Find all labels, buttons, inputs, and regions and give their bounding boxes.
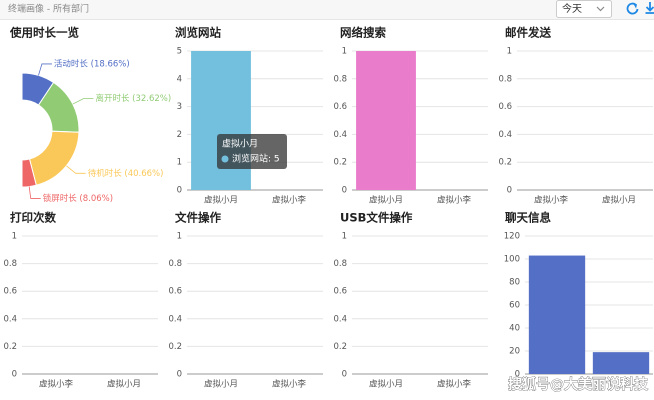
y-tick-label: 20 (509, 347, 520, 357)
y-tick-label: 100 (504, 255, 520, 265)
y-tick-label: 0.2 (498, 158, 512, 168)
tooltip-dot (221, 155, 229, 163)
leader-line (28, 186, 41, 199)
x-tick-label: 虚拟小李 (534, 195, 569, 206)
x-tick-label: 虚拟小李 (272, 379, 307, 390)
x-tick-label: 虚拟小李 (437, 379, 472, 390)
y-tick-label: 0.2 (3, 342, 17, 352)
tooltip-text: 浏览网站: 5 (232, 153, 280, 165)
y-tick-label: 1 (177, 232, 182, 242)
y-tick-label: 120 (504, 232, 520, 242)
y-tick-label: 5 (177, 47, 182, 57)
y-tick-label: 0.6 (333, 102, 347, 112)
y-tick-label: 0.8 (333, 259, 347, 269)
dropdown-arrow (596, 6, 605, 12)
y-tick-label: 0.8 (3, 259, 17, 269)
y-tick-label: 80 (509, 278, 520, 288)
x-tick-label: 虚拟小月 (369, 379, 403, 390)
y-tick-label: 3 (177, 102, 182, 112)
refresh-arrow (633, 3, 637, 9)
y-tick-label: 0.4 (498, 130, 512, 140)
y-tick-label: 0.4 (168, 314, 182, 324)
chart-title: 聊天信息 (505, 211, 551, 225)
y-tick-label: 0 (342, 370, 347, 380)
x-tick-label: 虚拟小月 (204, 195, 238, 206)
y-tick-label: 0.6 (333, 287, 347, 297)
bar (356, 51, 416, 190)
y-tick-label: 0 (177, 370, 182, 380)
x-tick-label: 虚拟小月 (602, 195, 636, 206)
slice-label: 待机时长 (40.66%) (88, 168, 164, 179)
chart-title: 浏览网站 (175, 26, 221, 40)
y-tick-label: 0.2 (168, 342, 182, 352)
y-tick-label: 0.4 (333, 130, 347, 140)
slice-label: 离开时长 (32.62%) (95, 93, 171, 104)
y-tick-label: 0.6 (168, 287, 182, 297)
x-tick-label: 虚拟小月 (107, 379, 141, 390)
chart-title: 使用时长一览 (9, 26, 79, 40)
pie-slice (21, 158, 37, 188)
y-tick-label: 0.4 (3, 314, 17, 324)
refresh-icon (626, 2, 639, 15)
slice-label: 活动时长 (18.66%) (54, 58, 130, 69)
chart-title: 网络搜索 (340, 26, 386, 40)
chart-title: 打印次数 (10, 211, 56, 225)
y-tick-label: 0.8 (498, 74, 512, 84)
y-tick-label: 4 (177, 74, 182, 84)
bar (528, 255, 586, 374)
download-button[interactable] (645, 2, 654, 14)
y-tick-label: 0.8 (333, 74, 347, 84)
leader-line (38, 63, 52, 76)
y-tick-label: 0 (12, 370, 17, 380)
y-tick-label: 0.6 (498, 102, 512, 112)
y-tick-label: 0.2 (333, 158, 347, 168)
y-tick-label: 1 (12, 232, 17, 242)
download-icon (645, 2, 654, 14)
y-tick-label: 60 (509, 301, 520, 311)
x-tick-label: 虚拟小李 (272, 195, 307, 206)
y-tick-label: 0 (342, 186, 347, 196)
tooltip (217, 134, 287, 169)
bar (592, 352, 650, 374)
y-tick-label: 0 (507, 186, 512, 196)
period-value: 今天 (562, 2, 582, 15)
chart-title: 邮件发送 (505, 26, 551, 40)
chart-title: 文件操作 (175, 211, 221, 225)
pie-slice (28, 130, 80, 186)
bar (191, 51, 251, 190)
y-tick-label: 0.6 (3, 287, 17, 297)
y-tick-label: 0 (515, 370, 520, 380)
leader-line (66, 165, 86, 174)
leader-line (72, 98, 94, 105)
x-tick-label: 虚拟小月 (369, 195, 403, 206)
refresh-button[interactable] (626, 2, 639, 15)
y-tick-label: 1 (177, 158, 182, 168)
y-tick-label: 0.4 (333, 314, 347, 324)
x-tick-label: 虚拟小李 (39, 379, 74, 390)
y-tick-label: 0.8 (168, 259, 182, 269)
y-tick-label: 2 (177, 130, 182, 140)
period-select[interactable] (556, 0, 612, 18)
y-tick-label: 1 (342, 47, 347, 57)
y-tick-label: 40 (509, 324, 520, 334)
x-tick-label: 虚拟小李 (437, 195, 472, 206)
tooltip-title: 虚拟小月 (222, 138, 258, 150)
x-tick-label: 虚拟小月 (204, 379, 238, 390)
breadcrumb: 终端画像 - 所有部门 (8, 3, 89, 15)
y-tick-label: 1 (342, 232, 347, 242)
y-tick-label: 0 (177, 186, 182, 196)
chart-title: USB文件操作 (340, 211, 413, 225)
y-tick-label: 0.2 (333, 342, 347, 352)
y-tick-label: 1 (507, 47, 512, 57)
watermark: 搜狐号@大美丽说科技 (508, 376, 649, 393)
top-bar (0, 0, 654, 19)
slice-label: 锁屏时长 (8.06%) (43, 193, 113, 204)
